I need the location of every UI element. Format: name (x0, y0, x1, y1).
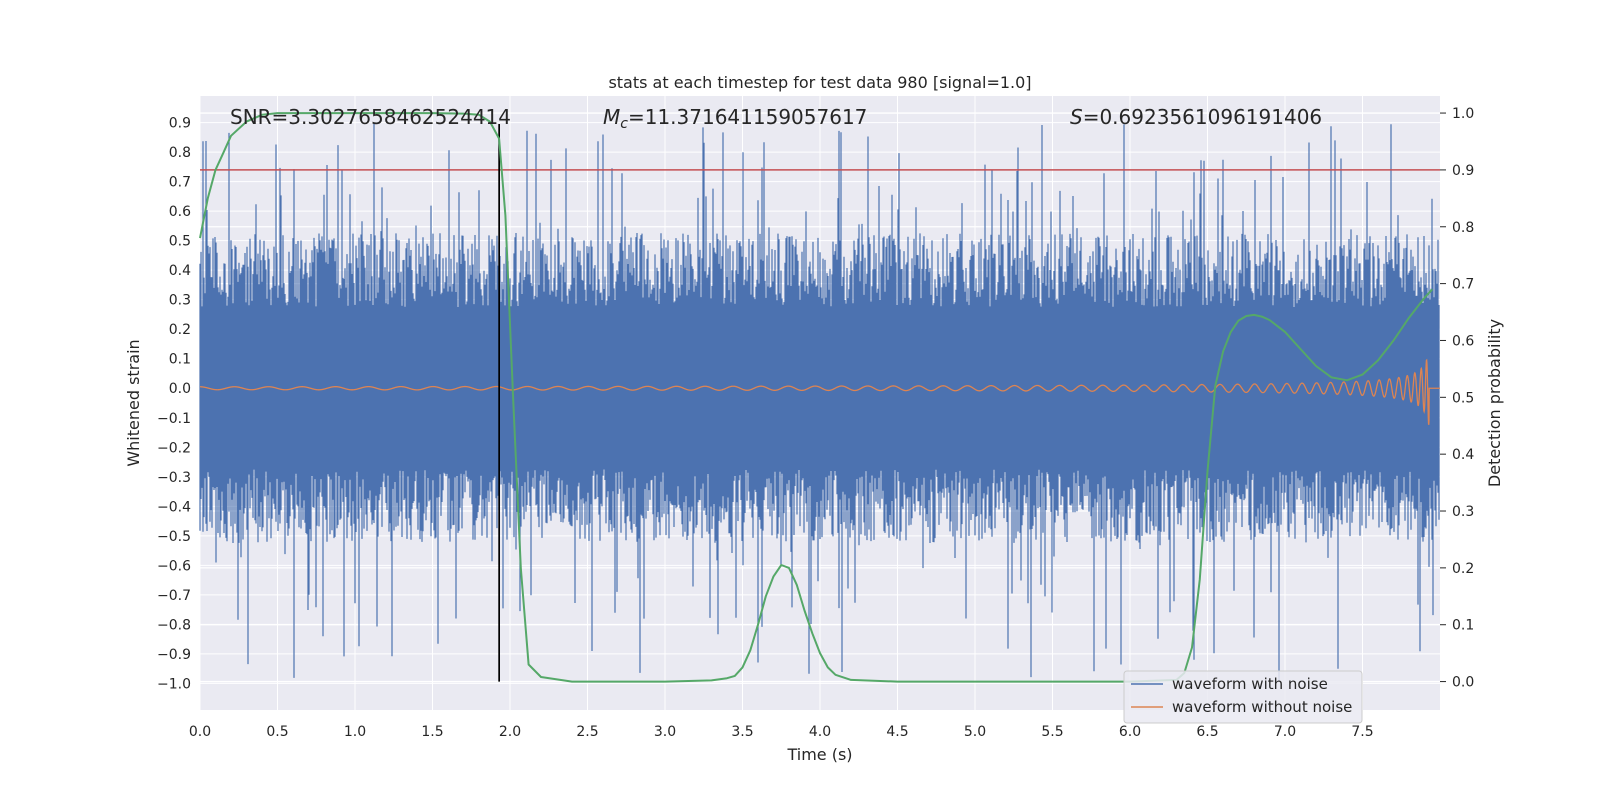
x-tick-5: 2.5 (576, 724, 598, 740)
y-tick-9: 0.0 (169, 381, 191, 397)
x-tick-13: 6.5 (1196, 724, 1218, 740)
x-tick-12: 6.0 (1119, 724, 1141, 740)
y2-tick-6: 0.4 (1452, 447, 1474, 463)
y2-axis-label: Detection probability (1485, 319, 1504, 487)
y-tick-0: 0.9 (169, 116, 191, 132)
spin-value: =0.6923561096191406 (1083, 105, 1322, 129)
y-tick-6: 0.3 (169, 293, 191, 309)
detection-probability-series (199, 112, 1434, 683)
snr-annotation: SNR=3.3027658462524414 (230, 105, 511, 129)
y2-tick-8: 0.2 (1452, 561, 1474, 577)
y-tick-8: 0.1 (169, 352, 191, 368)
x-tick-11: 5.5 (1041, 724, 1063, 740)
chart-title: stats at each timestep for test data 980… (608, 73, 1031, 92)
y-axis-label: Whitened strain (124, 339, 143, 466)
x-axis-ticks: 0.0 0.5 1.0 1.5 2.0 2.5 3.0 3.5 4.0 4.5 5.0 5.5 6.0 6… (189, 724, 1374, 740)
y-tick-16: −0.7 (157, 588, 191, 604)
y-tick-2: 0.7 (169, 175, 191, 191)
y-tick-13: −0.4 (157, 499, 191, 515)
y-tick-17: −0.8 (157, 617, 191, 633)
detection-probability-line (199, 112, 1434, 683)
y2-tick-2: 0.8 (1452, 220, 1474, 236)
legend-label-noise: waveform with noise (1172, 675, 1328, 693)
y-tick-10: −0.1 (157, 411, 191, 427)
y2-tick-9: 0.1 (1452, 618, 1474, 634)
y-tick-4: 0.5 (169, 234, 191, 250)
y-tick-12: −0.3 (157, 470, 191, 486)
y2-tick-10: 0.0 (1452, 675, 1474, 691)
y2-tick-7: 0.3 (1452, 504, 1474, 520)
x-axis-label: Time (s) (786, 745, 852, 764)
x-tick-0: 0.0 (189, 724, 211, 740)
x-tick-6: 3.0 (654, 724, 676, 740)
y2-tick-5: 0.5 (1452, 390, 1474, 406)
waveform-with-noise-series (199, 123, 1440, 681)
y2-tick-1: 0.9 (1452, 163, 1474, 179)
y-tick-18: −0.9 (157, 647, 191, 663)
y-tick-14: −0.5 (157, 529, 191, 545)
chirp-mass-subscript: c (620, 116, 628, 132)
x-tick-1: 0.5 (266, 724, 288, 740)
y-tick-5: 0.4 (169, 263, 191, 279)
y2-tick-0: 1.0 (1452, 106, 1474, 122)
y2-axis-ticks: 1.0 0.9 0.8 0.7 0.6 0.5 0.4 0.3 0.2 0.1 0.0 (1440, 106, 1474, 691)
legend-label-clean: waveform without noise (1172, 698, 1352, 716)
x-tick-7: 3.5 (731, 724, 753, 740)
spin-symbol: S (1070, 105, 1083, 129)
legend-box (1123, 670, 1363, 724)
x-tick-4: 2.0 (499, 724, 521, 740)
x-tick-3: 1.5 (421, 724, 443, 740)
x-tick-2: 1.0 (344, 724, 366, 740)
y-tick-15: −0.6 (157, 558, 191, 574)
y-tick-11: −0.2 (157, 440, 191, 456)
y2-tick-4: 0.6 (1452, 333, 1474, 349)
y2-tick-3: 0.7 (1452, 277, 1474, 293)
y-tick-7: 0.2 (169, 322, 191, 338)
x-tick-15: 7.5 (1351, 724, 1373, 740)
legend: waveform with noise waveform without noi… (1123, 670, 1363, 724)
chirp-mass-value: =11.371641159057617 (628, 105, 867, 129)
x-tick-14: 7.0 (1274, 724, 1296, 740)
spin-annotation: S=0.6923561096191406 (1070, 105, 1322, 129)
clean-waveform-line (199, 358, 1440, 425)
y-tick-3: 0.6 (169, 204, 191, 220)
y-axis-ticks: 0.9 0.8 0.7 0.6 0.5 0.4 0.3 0.2 0.1 0.0 −0.1 −0.2 −0… (157, 116, 191, 693)
y-tick-19: −1.0 (157, 676, 191, 692)
noise-waveform-line (199, 123, 1440, 681)
chirp-mass-symbol: M (603, 105, 620, 129)
x-tick-9: 4.5 (886, 724, 908, 740)
waveform-without-noise-series (199, 358, 1440, 425)
x-tick-10: 5.0 (964, 724, 986, 740)
chirp-mass-annotation: Mc=11.371641159057617 (603, 105, 867, 132)
y-tick-1: 0.8 (169, 145, 191, 161)
x-tick-8: 4.0 (809, 724, 831, 740)
